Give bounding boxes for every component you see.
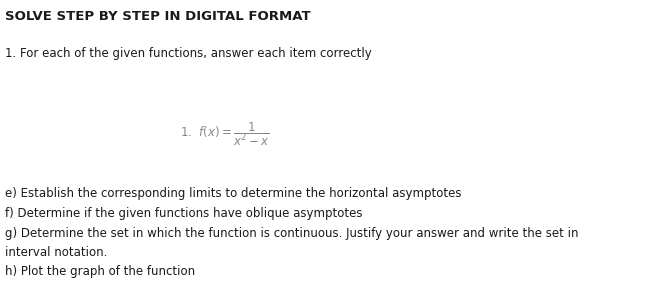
- Text: e) Establish the corresponding limits to determine the horizontal asymptotes
f) : e) Establish the corresponding limits to…: [5, 188, 579, 278]
- Text: 1. For each of the given functions, answer each item correctly: 1. For each of the given functions, answ…: [5, 46, 372, 59]
- Text: SOLVE STEP BY STEP IN DIGITAL FORMAT: SOLVE STEP BY STEP IN DIGITAL FORMAT: [5, 11, 311, 23]
- Text: 1.  $f(x)=\dfrac{1}{x^2-x}$: 1. $f(x)=\dfrac{1}{x^2-x}$: [180, 120, 271, 148]
